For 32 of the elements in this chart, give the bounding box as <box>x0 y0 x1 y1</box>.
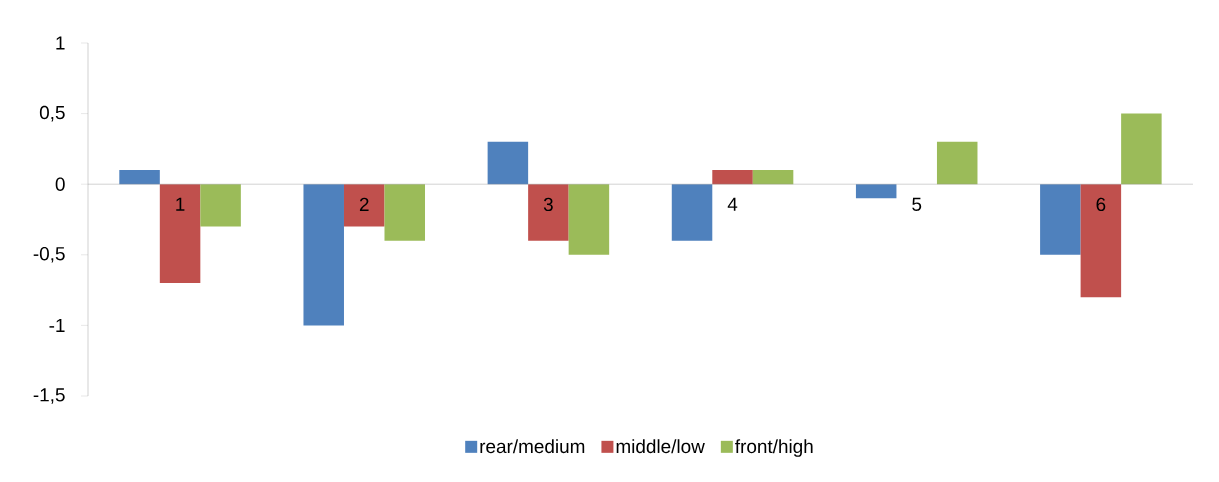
y-tick-label: 0,5 <box>39 105 65 122</box>
bar <box>487 141 529 185</box>
bar <box>343 184 385 227</box>
x-tick-label: 6 <box>1096 197 1106 212</box>
x-tick-label: 4 <box>727 197 738 211</box>
bar <box>1040 184 1081 255</box>
y-tick-label: -1 <box>49 318 65 332</box>
y-tick-label: 0 <box>55 177 65 191</box>
bar <box>384 184 426 241</box>
bar <box>119 170 160 185</box>
bar <box>936 141 978 185</box>
x-tick-label: 2 <box>359 197 369 211</box>
y-tick-label: -1,5 <box>33 388 65 404</box>
x-tick-label: 1 <box>176 197 185 211</box>
x-tick-label: 5 <box>912 197 922 211</box>
legend-label: front/high <box>735 439 813 457</box>
bar <box>1080 184 1122 298</box>
bar <box>1121 113 1162 185</box>
bar <box>303 184 344 326</box>
bar <box>528 184 569 241</box>
bar <box>712 170 753 185</box>
bar <box>752 170 794 185</box>
bar <box>568 184 610 255</box>
legend-label: middle/low <box>616 439 705 454</box>
y-tick-label: 1 <box>56 36 65 50</box>
bar <box>200 184 241 227</box>
y-tick-label: -0,5 <box>33 246 65 263</box>
bar <box>855 184 897 199</box>
bar <box>159 184 201 284</box>
legend-label: rear/medium <box>480 439 585 454</box>
bar <box>671 184 713 241</box>
x-tick-label: 3 <box>543 197 553 212</box>
